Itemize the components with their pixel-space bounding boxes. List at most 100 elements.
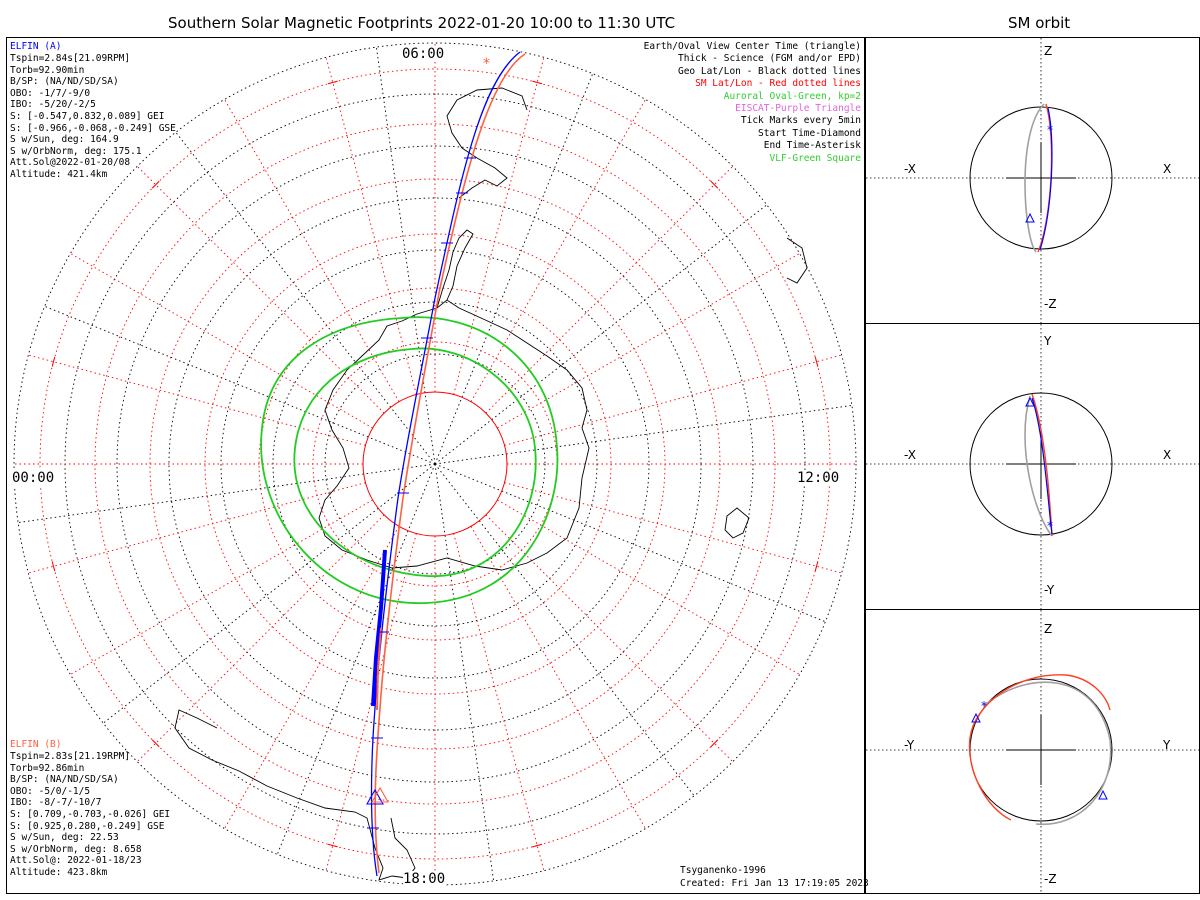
elfin-b-info-line: Att.Sol@: 2022-01-18/23 xyxy=(10,855,142,867)
sm-tick xyxy=(814,561,819,572)
legend: Earth/Oval View Center Time (triangle) Th… xyxy=(644,41,861,165)
elfin-b-science-segment xyxy=(376,627,382,711)
sm-tick xyxy=(51,356,56,367)
orbit-title: SM orbit xyxy=(1008,14,1071,32)
map-frame: * 06:00 18:00 00:00 12:00 ELFIN (A) Tspi… xyxy=(6,37,869,894)
sm-tick xyxy=(151,180,160,189)
australia-coast xyxy=(174,709,416,881)
mlt-label-left: 00:00 xyxy=(12,470,55,486)
sm-latitude-circle xyxy=(362,391,508,537)
axis-label-right: Y xyxy=(1163,738,1171,752)
elfin-start-asterisk: * xyxy=(483,56,490,72)
mlt-label-top: 06:00 xyxy=(402,46,445,62)
sm-tick xyxy=(327,80,338,85)
legend-item: SM Lat/Lon - Red dotted lines xyxy=(695,78,861,90)
sm-longitude-line xyxy=(470,526,646,829)
sm-tick xyxy=(51,561,56,572)
sm-tick xyxy=(532,843,543,848)
created-label: Created: Fri Jan 13 17:19:05 2023 xyxy=(680,878,869,889)
axis-label-left: -X xyxy=(904,448,916,462)
orbit-gray-xz xyxy=(1024,103,1045,253)
geo-longitude-line xyxy=(434,404,852,465)
elfin-b-info-line: Torb=92.86min xyxy=(10,762,85,774)
orbit-red-xy xyxy=(1031,393,1053,537)
geo-longitude-line xyxy=(434,73,594,465)
legend-item: Auroral Oval-Green, kp=2 xyxy=(723,90,861,102)
elfin-a-science-segment xyxy=(371,549,387,707)
legend-item: VLF-Green Square xyxy=(769,152,861,164)
orbit-gray-yz xyxy=(983,681,1112,825)
elfin-a-info-line: S: [-0.966,-0.068,-0.249] GSE xyxy=(10,122,176,134)
sm-tick xyxy=(710,180,719,189)
svg-text:*: * xyxy=(1047,519,1053,533)
elfin-b-name: ELFIN (B) xyxy=(10,739,62,750)
axis-label-right: X xyxy=(1163,448,1172,462)
elfin-b-info: Tspin=2.83s[21.19RPM] Torb=92.86min B/SP… xyxy=(10,751,170,879)
axis-label-top: Z xyxy=(1044,622,1053,636)
mlt-label-right: 12:00 xyxy=(797,470,840,486)
geo-longitude-line xyxy=(175,131,436,465)
south-america-coast xyxy=(446,87,528,199)
svg-text:*: * xyxy=(981,699,987,713)
sm-longitude-line xyxy=(485,514,734,763)
elfin-a-info-line: S w/Sun, deg: 164.9 xyxy=(10,134,119,146)
sm-longitude-line xyxy=(325,533,417,871)
orbit-plot-xy: * xyxy=(866,324,1199,609)
orbit-blue-xz xyxy=(1039,107,1053,251)
elfin-a-info: Tspin=2.84s[21.09RPM] Torb=92.90min B/SP… xyxy=(10,53,176,181)
elfin-a-name: ELFIN (A) xyxy=(10,41,62,52)
elfin-a-info-line: B/SP: (NA/ND/SD/SA) xyxy=(10,76,119,88)
sm-longitude-line xyxy=(70,499,373,675)
legend-item: End Time-Asterisk xyxy=(763,140,861,152)
sm-longitude-line xyxy=(28,482,366,574)
elfin-b-info-line: IBO: -8/-7/-10/7 xyxy=(10,797,102,809)
orbit-red-lower-yz xyxy=(968,737,1012,821)
axis-label-left: -Y xyxy=(904,738,915,752)
legend-item: Earth/Oval View Center Time (triangle) xyxy=(643,41,861,52)
elfin-a-info-line: S w/OrbNorm, deg: 175.1 xyxy=(10,145,142,157)
legend-item: EISCAT-Purple Triangle xyxy=(735,103,861,115)
auroral-oval-outer xyxy=(260,316,559,604)
axis-label-right: X xyxy=(1163,162,1172,176)
elfin-a-info-line: Torb=92.90min xyxy=(10,64,85,76)
geo-longitude-line xyxy=(434,463,495,881)
legend-item: Geo Lat/Lon - Black dotted lines xyxy=(677,65,861,77)
sm-tick xyxy=(814,356,819,367)
elfin-a-info-line: S: [-0.547,0.832,0.089] GEI xyxy=(10,110,165,122)
axis-label-top: Y xyxy=(1044,334,1052,348)
axis-label-bottom: -Z xyxy=(1044,872,1057,886)
sm-longitude-line xyxy=(497,253,800,429)
axis-label-left: -X xyxy=(904,162,916,176)
elfin-a-info-line: OBO: -1/7/-9/0 xyxy=(10,87,91,99)
sm-tick xyxy=(151,739,160,748)
elfin-b-track xyxy=(374,53,526,874)
sm-longitude-line xyxy=(453,533,545,871)
elfin-a-view-triangle xyxy=(366,788,384,805)
elfin-a-info-line: Att.Sol@2022-01-20/08 xyxy=(10,157,131,169)
elfin-a-info-line: IBO: -5/20/-2/5 xyxy=(10,99,96,111)
orbit-gray-xy xyxy=(1024,395,1053,537)
legend-item: Thick - Science (FGM and/or EPD) xyxy=(677,53,861,65)
antarctica-coast xyxy=(318,299,590,571)
geo-longitude-line xyxy=(375,47,436,465)
orbit-panel-xy: * Y -Y -X X xyxy=(865,323,1200,610)
geo-longitude-line xyxy=(276,463,436,855)
mlt-label-bottom: 18:00 xyxy=(403,871,446,887)
track-ticks xyxy=(367,157,476,829)
axis-label-bottom: -Y xyxy=(1044,583,1055,597)
new-zealand-coast xyxy=(724,507,750,539)
elfin-b-info-line: S: [0.925,0.280,-0.249] GSE xyxy=(10,820,165,832)
geo-longitude-line xyxy=(434,463,695,797)
elfin-b-info-line: S w/OrbNorm, deg: 8.658 xyxy=(10,843,142,855)
orbit-blue-xy xyxy=(1031,397,1053,535)
auroral-oval-inner xyxy=(293,347,537,577)
svg-text:*: * xyxy=(1047,123,1053,137)
elfin-b-info-line: OBO: -5/0/-1/5 xyxy=(10,785,91,797)
axis-label-bottom: -Z xyxy=(1044,297,1057,311)
orbit-panel-xz: * Z -Z -X X xyxy=(865,37,1200,324)
sm-longitude-line xyxy=(28,354,366,446)
model-label: Tsyganenko-1996 xyxy=(680,865,766,876)
legend-item: Tick Marks every 5min xyxy=(740,115,861,127)
auroral-oval xyxy=(260,316,559,604)
sm-tick xyxy=(710,739,719,748)
